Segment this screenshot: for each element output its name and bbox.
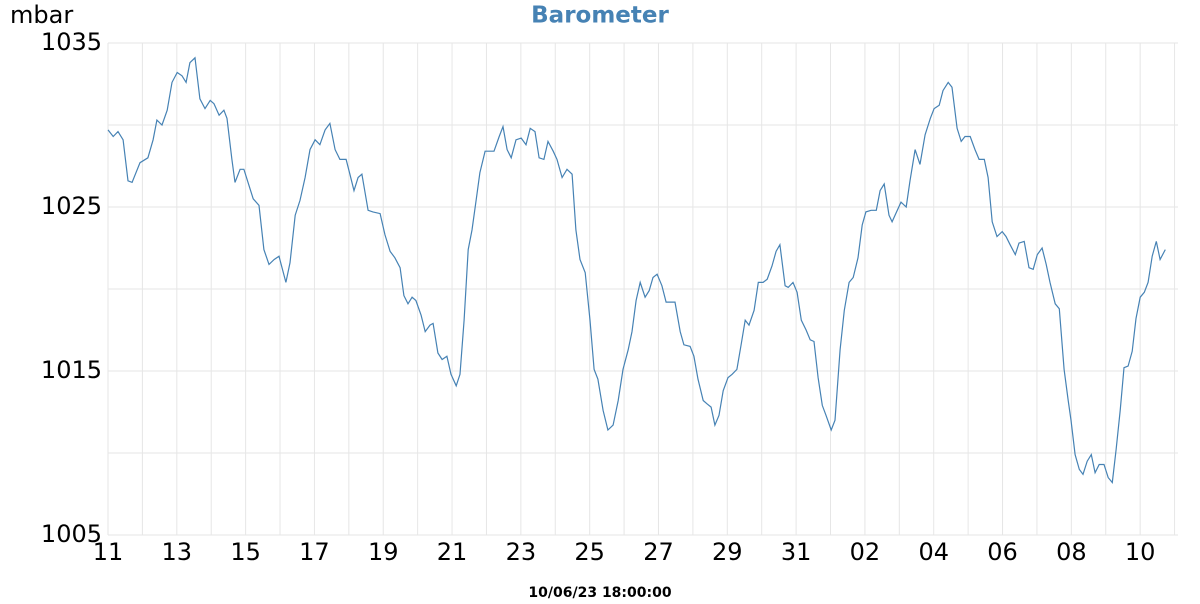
x-tick-label: 08 [1056,538,1087,566]
x-tick-label: 21 [437,538,468,566]
y-tick-label: 1025 [41,192,102,220]
x-tick-label: 13 [162,538,193,566]
x-tick-label: 23 [506,538,537,566]
x-tick-label: 10 [1125,538,1156,566]
x-tick-label: 11 [93,538,124,566]
x-tick-label: 02 [850,538,881,566]
x-tick-label: 04 [918,538,949,566]
data-line [107,56,1166,484]
y-tick-label: 1005 [41,520,102,548]
y-tick-label: 1035 [41,28,102,56]
x-tick-label: 29 [712,538,743,566]
x-tick-label: 31 [781,538,812,566]
y-axis-label: mbar [10,1,73,29]
footer-timestamp: 10/06/23 18:00:00 [528,585,671,600]
x-tick-label: 19 [368,538,399,566]
x-tick-label: 17 [299,538,330,566]
x-tick-label: 25 [574,538,605,566]
x-tick-label: 15 [230,538,261,566]
x-tick-label: 27 [643,538,674,566]
x-tick-label: 06 [987,538,1018,566]
y-tick-label: 1015 [41,356,102,384]
chart-title: Barometer [531,3,669,29]
